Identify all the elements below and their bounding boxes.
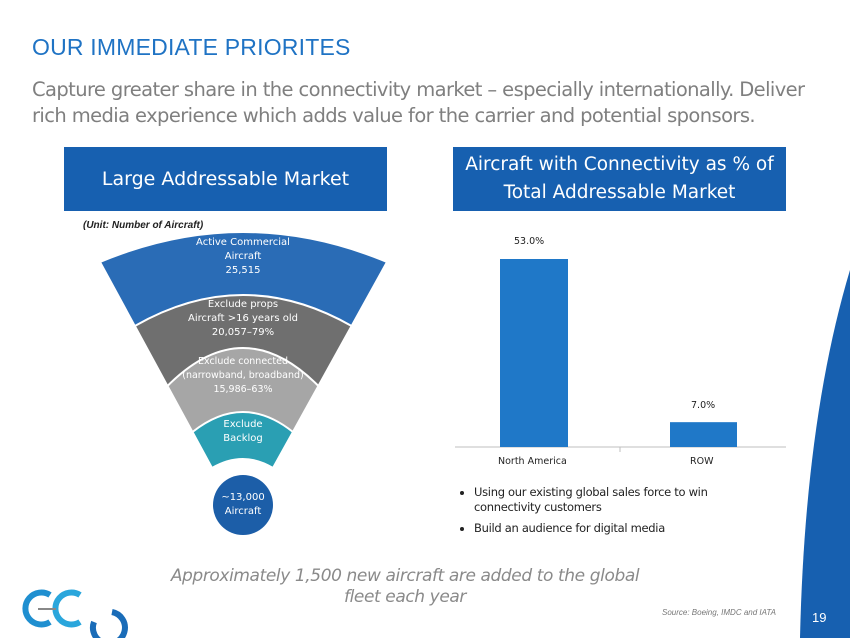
label-line: Aircraft bbox=[224, 251, 262, 262]
label-line: 20,057–79% bbox=[211, 327, 275, 338]
bullet-item: Using our existing global sales force to… bbox=[474, 485, 764, 515]
subtitle: Capture greater share in the connectivit… bbox=[32, 78, 805, 127]
x-tick-row: ROW bbox=[690, 456, 714, 467]
funnel-layer-backlog bbox=[191, 411, 295, 470]
chart-area bbox=[455, 259, 786, 452]
gee-logo bbox=[22, 589, 128, 638]
page-number: 19 bbox=[812, 610, 827, 625]
funnel-layer-props-label: Exclude props Aircraft >16 years old 20,05… bbox=[170, 298, 316, 340]
funnel-layer-active-label: Active Commercial Aircraft 25,515 bbox=[180, 236, 306, 278]
decorative-swoosh bbox=[800, 270, 850, 638]
label-line: Active Commercial bbox=[196, 237, 290, 248]
funnel-result-label: ~13,000 Aircraft bbox=[208, 491, 278, 519]
page-title: OUR IMMEDIATE PRIORITES bbox=[32, 34, 351, 60]
label-line: 25,515 bbox=[225, 265, 261, 276]
bar-row bbox=[670, 422, 737, 447]
label-line: Exclude connected bbox=[198, 356, 288, 367]
x-tick-north-america: North America bbox=[498, 456, 567, 467]
footnote: Approximately 1,500 new aircraft are add… bbox=[170, 566, 640, 607]
funnel-result-circle bbox=[213, 475, 273, 535]
label-line: Aircraft >16 years old bbox=[188, 313, 298, 324]
label-line: (narrowband, broadband) bbox=[182, 370, 304, 381]
left-header: Large Addressable Market bbox=[64, 147, 387, 211]
bar-label-north-america: 53.0% bbox=[514, 236, 545, 247]
label-line: Aircraft bbox=[224, 506, 262, 517]
label-line: 15,986–63% bbox=[213, 384, 273, 395]
source-note: Source: Boeing, IMDC and IATA bbox=[662, 608, 776, 617]
bullet-item: Build an audience for digital media bbox=[474, 521, 764, 536]
funnel-layer-connected-label: Exclude connected (narrowband, broadband)… bbox=[165, 355, 321, 397]
funnel-layer-backlog-label: Exclude Backlog bbox=[203, 418, 283, 446]
label-line: Exclude props bbox=[207, 299, 279, 310]
label-line: Exclude bbox=[223, 419, 263, 430]
label-line: Backlog bbox=[223, 433, 263, 444]
bar-label-row: 7.0% bbox=[691, 400, 716, 411]
bar-north-america bbox=[500, 259, 568, 447]
bullet-list: Using our existing global sales force to… bbox=[460, 485, 764, 542]
right-header: Aircraft with Connectivity as % of Total… bbox=[453, 147, 786, 211]
label-line: ~13,000 bbox=[221, 492, 265, 503]
funnel-unit: (Unit: Number of Aircraft) bbox=[83, 220, 204, 231]
